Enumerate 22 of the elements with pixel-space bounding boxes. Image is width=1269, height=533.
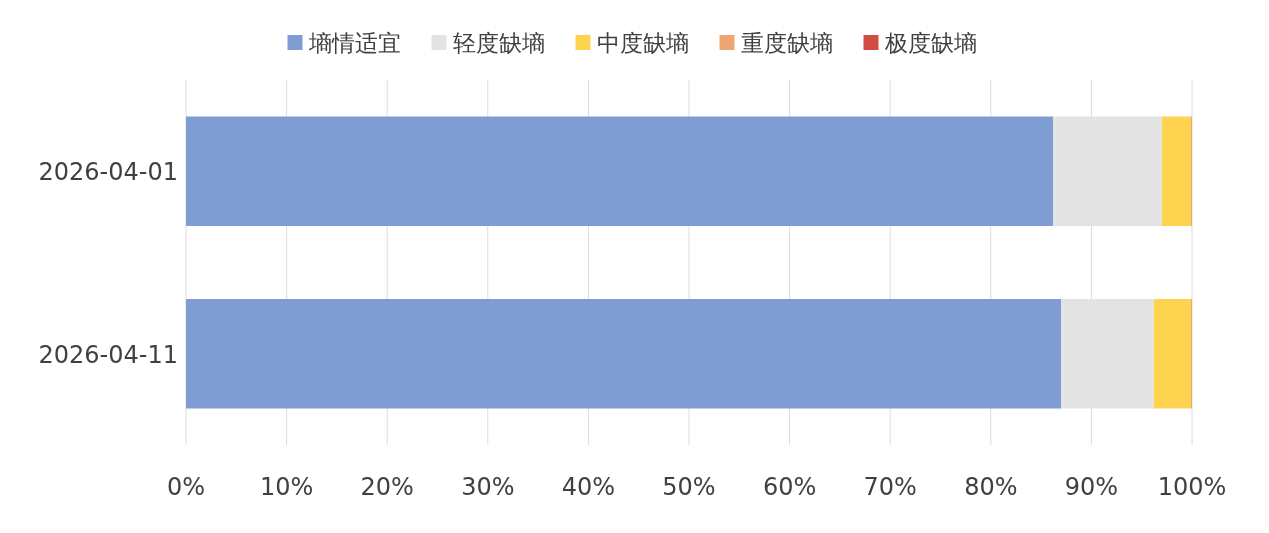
x-tick-label: 70% [863, 473, 917, 501]
y-tick-label: 2026-04-01 [38, 158, 178, 187]
x-tick-label: 20% [360, 473, 414, 501]
x-tick-label: 10% [259, 473, 314, 501]
bar [186, 116, 1054, 226]
bar [186, 299, 1062, 409]
x-tick-label: 40% [561, 473, 616, 501]
legend-label: 中度缺墒 [596, 30, 689, 56]
legend-label: 极度缺墒 [883, 30, 977, 56]
bar [1161, 116, 1191, 226]
x-tick-label: 30% [461, 473, 515, 501]
x-tick-label: 80% [964, 473, 1018, 501]
legend-label: 轻度缺墒 [452, 30, 545, 56]
x-tick-label: 90% [1064, 473, 1119, 501]
legend-label: 墒情适宜 [307, 30, 401, 56]
y-tick-label: 2026-04-11 [38, 340, 178, 369]
x-tick-label: 0% [166, 473, 206, 501]
x-tick-label: 50% [662, 473, 716, 501]
x-tick-label: 60% [762, 473, 817, 501]
x-tick-label: 100% [1157, 473, 1227, 501]
bar [1153, 299, 1191, 409]
legend-label: 重度缺墒 [740, 30, 833, 56]
